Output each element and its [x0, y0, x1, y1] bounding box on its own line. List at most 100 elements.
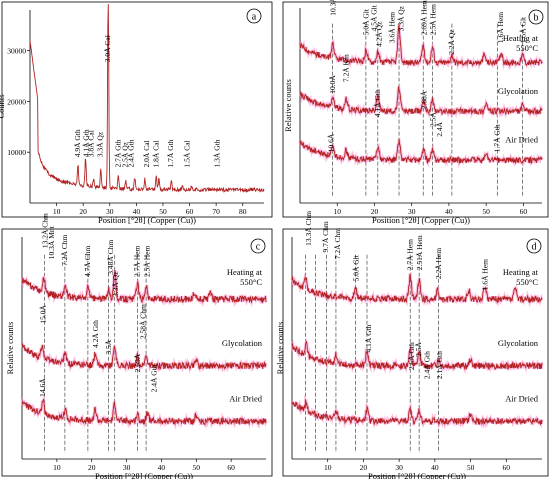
peak-annotation: 2.6Å Gth — [407, 342, 416, 370]
peak-annotation: 1.5Å Glt — [518, 16, 527, 43]
peak-annotation: 4.2Å Gth — [91, 320, 100, 348]
peak-annotation: 13.3Å Chm — [304, 211, 313, 246]
peak-annotation: 2.69Å Hem — [419, 0, 428, 35]
xrd-trace — [299, 138, 543, 165]
peak-annotation: 2.5Å — [429, 112, 438, 127]
peak-annotation: 3.3Å Qz — [396, 5, 405, 31]
x-tick-label: 10 — [53, 463, 61, 472]
x-tick-label: 60 — [186, 207, 194, 216]
panel-letter-circle — [246, 8, 262, 24]
x-tick-label: 30 — [106, 207, 114, 216]
x-tick-label: 30 — [408, 207, 416, 216]
x-tick-label: 40 — [158, 463, 166, 472]
x-tick-label: 50 — [159, 207, 167, 216]
y-axis-label: Relative counts — [5, 322, 15, 375]
panel-a: 10 20 30 40 50 60 70 80 10000 20000 30000 Position … — [0, 4, 265, 225]
peak-annotation: 4.1Å Gth — [373, 89, 382, 117]
peak-annotation: 2.5Å Hem — [429, 4, 438, 35]
peak-annotation: 9.7Å Chm — [321, 221, 330, 252]
x-tick-label: 30 — [123, 463, 131, 472]
xrd-trace — [291, 273, 543, 304]
peak-annotation: 1.8Å Cal — [152, 140, 161, 167]
peak-annotation: 4.9Å Gth — [73, 129, 82, 157]
xrd-trace — [21, 343, 267, 371]
peak-annotation: 7.2Å Kln — [342, 54, 351, 82]
peak-annotation: 1.7Å Gth — [493, 124, 502, 152]
x-tick-label: 40 — [133, 207, 141, 216]
x-tick-label: 50 — [482, 207, 490, 216]
peak-annotation: 2.7Å Gth — [113, 139, 122, 167]
y-axis-label: Counts — [0, 94, 6, 118]
trace-label-cont: 550°C — [516, 277, 538, 287]
peak-annotation: 2.69Å — [133, 353, 142, 372]
peak-annotation: 4.2Å Qz — [374, 21, 383, 47]
peak-annotation: 3.48Å Chm — [106, 240, 115, 275]
trace-label: Air Dried — [229, 393, 263, 403]
peak-annotation: 2.4Å — [435, 121, 444, 136]
panel-letter: c — [256, 242, 261, 253]
x-tick-label: 30 — [395, 463, 403, 472]
y-tick-label: 30000 — [7, 47, 26, 56]
xrd-trace — [299, 86, 543, 116]
peak-annotation: 1.5Å Cal — [182, 140, 191, 167]
x-tick-label: 50 — [193, 463, 201, 472]
peak-annotation: 2.5Å Hem — [142, 246, 151, 277]
peak-annotation: 4.1Å Gth — [364, 324, 373, 352]
peak-annotation: 2.4Å Gth — [127, 139, 136, 167]
trace-label: Air Dried — [505, 393, 539, 403]
peak-annotation: 2.51Å Hem — [415, 235, 424, 270]
y-axis-label: Relative counts — [275, 322, 285, 375]
x-tick-label: 20 — [88, 463, 96, 472]
peak-annotation: 3.3Å Qz — [111, 271, 120, 297]
xrd-trace — [21, 398, 267, 426]
x-tick-label: 60 — [520, 207, 528, 216]
peak-annotation: 2.7Å Hem — [133, 246, 142, 277]
peak-annotation: 2.1Å Gth — [435, 351, 444, 379]
peak-annotation: 10.3Å Mnt — [47, 225, 56, 259]
peak-annotation: 2.4Å Gth — [422, 351, 431, 379]
xrd-trace — [29, 4, 265, 193]
peak-annotation: 3.0Å Cal — [103, 35, 112, 62]
peak-annotation: 2.4Å Gth — [149, 364, 158, 392]
peak-annotation: 3.3Å Qz — [95, 131, 104, 157]
xrd-trace — [291, 340, 543, 371]
x-tick-label: 20 — [360, 463, 368, 472]
panel-letter: b — [534, 13, 539, 24]
x-tick-label: 60 — [503, 463, 511, 472]
peak-annotation: 3.6Å Hem — [387, 12, 396, 43]
trace-label: Glycolation — [222, 338, 263, 348]
trace-label: Heating at — [227, 267, 263, 277]
peak-annotation: 2.5Å — [414, 342, 423, 357]
trace-label-cont: 550°C — [240, 277, 262, 287]
peak-annotation: 3.5Å — [104, 339, 113, 354]
x-tick-label: 20 — [79, 207, 87, 216]
trace-label: Air Dried — [505, 135, 539, 145]
x-tick-label: 10 — [53, 207, 61, 216]
peak-annotation: 4.5Å Glt — [369, 4, 378, 31]
panel-letter: d — [532, 242, 537, 253]
peak-annotation: 14.6Å — [38, 378, 47, 397]
peak-annotation: 1.3Å Gth — [212, 139, 221, 167]
x-tick-label: 50 — [467, 463, 475, 472]
panel-letter-circle — [526, 238, 542, 254]
peak-annotation: 13.2Å Chm — [40, 213, 49, 248]
peak-annotation: 7.2Å Chm — [60, 234, 69, 265]
x-tick-label: 70 — [212, 207, 220, 216]
x-axis-label: Position [°2θ] (Copper (Cu)) — [372, 215, 470, 225]
y-tick-label: 20000 — [7, 97, 26, 106]
panel-d: 10 20 30 40 50 60 Position [°2θ] (Copper (Cu))… — [275, 211, 544, 481]
trace-label: Glycolation — [498, 338, 539, 348]
peak-annotation: 10.0Å — [328, 75, 337, 94]
peak-annotation: 2.2Å Hem — [434, 248, 443, 279]
peak-annotation: 10.3Å Glt — [329, 0, 338, 16]
xrd-trace — [21, 269, 267, 304]
x-tick-label: 40 — [445, 207, 453, 216]
peak-annotation: 1.7Å Gth — [166, 139, 175, 167]
trace-label: Glycolation — [498, 86, 539, 96]
peak-annotation: 5.0Å Glt — [362, 8, 371, 35]
x-tick-label: 10 — [333, 207, 341, 216]
xrd-trace — [299, 23, 543, 67]
peak-annotation: 15.0Å — [39, 304, 48, 323]
x-tick-label: 10 — [324, 463, 332, 472]
xrd-trace — [291, 398, 543, 426]
